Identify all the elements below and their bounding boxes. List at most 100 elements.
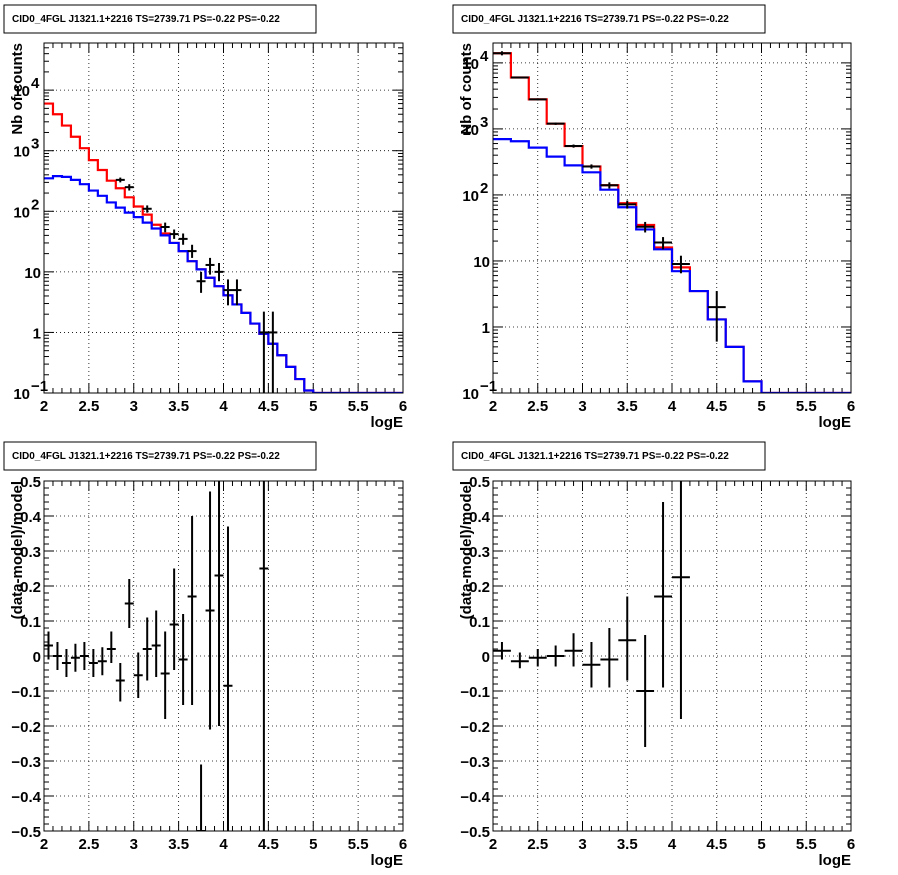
data-point <box>528 649 547 667</box>
x-tick-label: 4 <box>219 836 228 853</box>
data-point <box>196 764 206 831</box>
x-tick-label: 6 <box>847 836 855 853</box>
y-axis-label: Nb of counts <box>9 43 26 135</box>
y-tick-label: −0.3 <box>11 754 41 771</box>
x-tick-label: 4.5 <box>706 398 727 415</box>
x-tick-label: 4.5 <box>706 836 727 853</box>
data-point <box>115 663 125 702</box>
chart-title: CID0_4FGL J1321.1+2216 TS=2739.71 PS=-0.… <box>12 14 280 25</box>
y-tick-label: 10 <box>473 254 490 271</box>
data-point <box>124 184 134 191</box>
data-point <box>564 633 583 667</box>
data-point <box>223 526 233 831</box>
x-tick-label: 3 <box>578 836 586 853</box>
x-tick-label: 6 <box>847 398 855 415</box>
data-point <box>178 233 188 245</box>
y-tick-label: 0.3 <box>20 544 41 561</box>
y-tick-label: 10 <box>462 386 479 403</box>
data-point <box>493 642 511 660</box>
chart-title-box <box>452 4 766 34</box>
x-tick-label: 5 <box>757 398 765 415</box>
chart-panel-3: CID0_4FGL J1321.1+2216 TS=2739.71 PS=-0.… <box>3 441 407 869</box>
x-tick-label: 2.5 <box>78 836 99 853</box>
data-point <box>510 76 529 79</box>
data-point <box>564 144 583 148</box>
data-point <box>600 182 619 189</box>
y-tick-label: 1 <box>482 320 490 337</box>
x-tick-label: 2.5 <box>78 398 99 415</box>
data-point <box>142 205 152 213</box>
x-tick-label: 3.5 <box>617 836 638 853</box>
y-tick-exponent: −1 <box>31 378 48 395</box>
x-tick-label: 2 <box>40 836 48 853</box>
plot-area <box>44 43 403 393</box>
data-point <box>618 200 637 209</box>
data-point <box>61 649 71 677</box>
x-axis-label: logE <box>371 414 404 431</box>
data-point <box>672 481 690 719</box>
y-tick-label: 10 <box>462 56 479 73</box>
ticks <box>492 42 852 394</box>
data-point <box>636 635 655 747</box>
data-point <box>582 642 601 688</box>
y-tick-label: 0.2 <box>469 579 490 596</box>
data-point <box>259 481 269 831</box>
data-point <box>106 631 116 663</box>
y-tick-label: −0.5 <box>460 824 490 841</box>
y-tick-label: −0.5 <box>11 824 41 841</box>
data-point <box>115 177 125 183</box>
data-point <box>142 617 152 681</box>
data-point <box>79 642 89 670</box>
data-point <box>707 291 726 342</box>
plot-frame <box>43 42 404 394</box>
data-point <box>169 568 179 670</box>
x-tick-label: 4.5 <box>258 836 279 853</box>
y-axis-label: (data-model)/model <box>458 481 475 619</box>
y-tick-exponent: 4 <box>31 75 40 92</box>
data-point <box>232 279 242 306</box>
x-tick-label: 6 <box>399 398 407 415</box>
plot-frame <box>43 480 404 832</box>
x-tick-label: 3.5 <box>168 836 189 853</box>
y-tick-label: 0.5 <box>20 474 41 491</box>
x-tick-label: 5 <box>309 398 317 415</box>
data-point <box>44 631 53 660</box>
data-layer <box>44 481 269 831</box>
y-tick-label: 0.3 <box>469 544 490 561</box>
x-tick-label: 4.5 <box>258 398 279 415</box>
data-point <box>259 311 269 393</box>
y-tick-exponent: −1 <box>480 378 497 395</box>
y-tick-exponent: 4 <box>480 48 489 65</box>
x-tick-label: 5.5 <box>348 398 369 415</box>
y-tick-label: 10 <box>13 204 30 221</box>
y-tick-label: −0.3 <box>460 754 490 771</box>
y-tick-label: 10 <box>13 144 30 161</box>
x-tick-label: 2.5 <box>527 836 548 853</box>
y-tick-label: 0.1 <box>469 614 490 631</box>
y-tick-label: −0.2 <box>460 719 490 736</box>
data-point <box>97 647 107 676</box>
data-point <box>196 271 206 293</box>
x-tick-label: 3 <box>130 398 138 415</box>
x-tick-label: 4 <box>219 398 228 415</box>
y-tick-label: 0.4 <box>20 509 42 526</box>
y-tick-label: 10 <box>24 265 41 282</box>
data-point <box>636 221 655 233</box>
x-tick-label: 5 <box>757 836 765 853</box>
data-point <box>223 279 233 306</box>
y-axis-label: Nb of counts <box>458 43 475 135</box>
x-tick-label: 3 <box>130 836 138 853</box>
data-point <box>187 244 197 258</box>
plot-area <box>493 43 851 393</box>
data-point <box>160 222 170 233</box>
y-tick-label: −0.4 <box>460 789 490 806</box>
chart-title-box <box>452 441 766 471</box>
ticks <box>43 42 404 394</box>
y-tick-label: 0.5 <box>469 474 490 491</box>
y-axis-label: (data-model)/model <box>9 481 26 619</box>
y-tick-label: 0.1 <box>20 614 41 631</box>
y-tick-label: −0.2 <box>11 719 41 736</box>
data-point <box>124 579 134 628</box>
data-point <box>268 311 278 393</box>
